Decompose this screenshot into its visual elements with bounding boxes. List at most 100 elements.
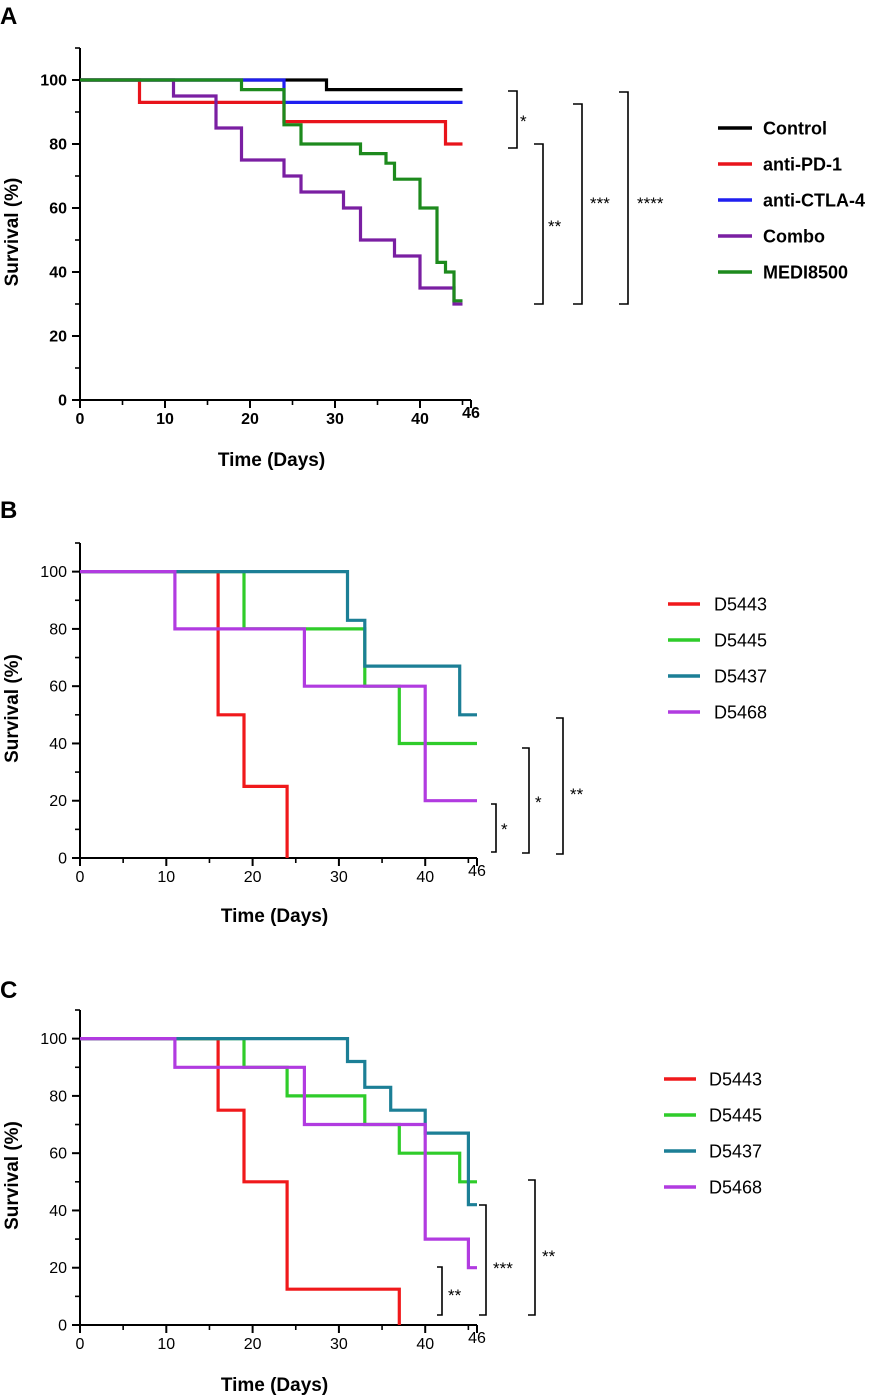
legend: Control anti-PD-1 anti-CTLA-4 Combo MEDI8500 [718,119,865,283]
x-tick-label: 46 [468,1330,486,1347]
y-tick-label: 40 [49,736,67,753]
series-line-d5468 [80,1036,477,1270]
x-tick-label: 20 [241,411,259,428]
significance-bracket: * [491,803,508,853]
y-tick-label: 80 [49,137,67,154]
panel-letter: C [0,977,17,1004]
significance-label: ** [448,1286,462,1305]
x-tick-label: 10 [157,1336,175,1353]
bracket-line [528,1179,536,1316]
x-axis-title: Time (Days) [221,906,328,927]
x-tick-label: 30 [330,869,348,886]
significance-label: ** [542,1247,556,1266]
x-tick-label: 10 [157,869,175,886]
x-tick-label: 0 [76,411,85,428]
significance-label: * [520,112,527,131]
y-tick-label: 100 [40,564,67,581]
chart-panel-a: A 0 20 40 60 80 100 0 10 20 30 40 46 Time (Days) Survi… [0,3,865,471]
y-tick-label: 20 [49,329,67,346]
series-line-d5468 [80,569,477,803]
legend-label: D5468 [714,703,767,723]
x-tick-label: 0 [76,869,85,886]
legend-label: anti-CTLA-4 [763,191,865,211]
significance-bracket: ** [534,143,562,305]
legend-label: D5468 [709,1178,762,1198]
legend: D5443 D5445 D5437 D5468 [664,1070,762,1198]
y-tick-label: 0 [58,1318,67,1335]
y-tick-label: 100 [40,1031,67,1048]
legend: D5443 D5445 D5437 D5468 [668,595,767,723]
significance-label: * [501,820,508,839]
bracket-line [437,1266,443,1316]
legend-label: D5443 [714,595,767,615]
y-tick-label: 40 [49,265,67,282]
bracket-line [534,143,544,305]
series-line-d5443 [80,1036,401,1325]
y-tick-label: 0 [58,851,67,868]
legend-label: D5445 [709,1106,762,1126]
chart-panel-c: C 0 20 40 60 80 100 0 10 20 30 40 46 Time (Days) Survi… [0,977,762,1396]
x-tick-label: 20 [244,869,262,886]
significance-label: *** [493,1259,513,1278]
x-tick-label: 40 [416,869,434,886]
y-tick-label: 60 [49,679,67,696]
legend-label: D5445 [714,631,767,651]
significance-bracket: *** [479,1204,513,1316]
bracket-line [573,103,583,305]
significance-label: * [535,793,542,812]
y-axis-title: Survival (%) [2,1121,23,1230]
bracket-line [479,1204,487,1316]
bracket-line [491,803,497,853]
series-line-medi8500 [80,78,463,303]
series-line-d5437 [80,569,477,717]
legend-label: D5443 [709,1070,762,1090]
x-tick-label: 40 [416,1336,434,1353]
significance-label: ** [548,217,562,236]
chart-panel-b: B 0 20 40 60 80 100 0 10 20 30 40 46 Time (Days) Survi… [0,497,767,927]
series-line-d5437 [80,1036,477,1207]
significance-bracket: ** [437,1266,462,1316]
y-axis-title: Survival (%) [2,654,23,763]
series-line-d5445 [80,1036,477,1184]
legend-label: Combo [763,227,825,247]
panel-letter: A [0,3,17,30]
x-tick-label: 30 [330,1336,348,1353]
bracket-line [556,717,564,855]
y-tick-label: 60 [49,1146,67,1163]
legend-label: anti-PD-1 [763,155,842,175]
y-tick-label: 100 [40,73,67,90]
series-line-d5445 [80,569,477,746]
bracket-line [508,90,518,149]
x-axis-title: Time (Days) [221,1375,328,1396]
significance-bracket: *** [573,103,610,305]
x-tick-label: 46 [468,863,486,880]
panel-letter: B [0,497,17,524]
x-tick-label: 30 [326,411,344,428]
series-line-combo [80,78,463,306]
significance-label: **** [637,194,664,213]
y-tick-label: 20 [49,1260,67,1277]
x-axis-title: Time (Days) [218,450,325,471]
x-tick-label: 46 [462,405,480,422]
significance-bracket: ** [528,1179,556,1316]
significance-label: *** [590,194,610,213]
y-tick-label: 40 [49,1203,67,1220]
significance-bracket: **** [619,91,664,305]
bracket-line [619,91,629,305]
y-tick-label: 60 [49,201,67,218]
y-tick-label: 80 [49,1088,67,1105]
significance-bracket: ** [556,717,584,855]
x-tick-label: 20 [244,1336,262,1353]
legend-label: MEDI8500 [763,263,848,283]
significance-label: ** [570,785,584,804]
significance-bracket: * [522,747,542,854]
x-tick-label: 0 [76,1336,85,1353]
legend-label: D5437 [714,667,767,687]
y-axis-title: Survival (%) [2,178,23,287]
x-tick-label: 40 [411,411,429,428]
x-tick-label: 10 [156,411,174,428]
significance-bracket: * [508,90,527,149]
bracket-line [522,747,530,854]
y-tick-label: 0 [58,393,67,410]
